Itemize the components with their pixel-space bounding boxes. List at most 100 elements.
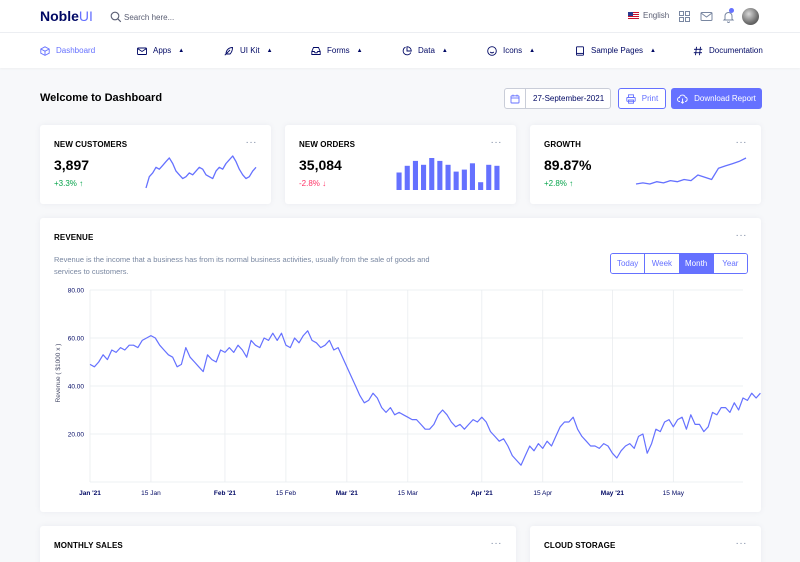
- x-tick-label: Jan '21: [79, 490, 101, 497]
- box-icon: [40, 45, 50, 56]
- nav-documentation[interactable]: Documentation: [693, 33, 763, 68]
- stat-title: NEW ORDERS: [299, 140, 356, 149]
- stat-change-value: +2.8%: [544, 179, 567, 188]
- orders-bar-sparkline: [396, 158, 500, 190]
- search-icon: [110, 11, 122, 23]
- stat-change: -2.8% ↓: [299, 179, 326, 188]
- range-week-button[interactable]: Week: [645, 254, 680, 273]
- mail-icon[interactable]: [700, 10, 713, 23]
- stat-value: 3,897: [54, 157, 90, 173]
- revenue-description: Revenue is the income that a business ha…: [54, 255, 430, 276]
- arrow-down-icon: ↓: [322, 179, 327, 188]
- x-tick-label: 15 Feb: [276, 490, 297, 497]
- stat-card-new-orders: NEW ORDERS ··· 35,084 -2.8% ↓: [285, 125, 516, 204]
- calendar-button[interactable]: [505, 89, 526, 108]
- search-input[interactable]: [124, 9, 324, 25]
- date-picker[interactable]: [504, 88, 611, 109]
- more-options-icon[interactable]: ···: [245, 137, 257, 148]
- nav-icons-label: Icons: [503, 46, 523, 55]
- revenue-card: REVENUE ··· Revenue is the income that a…: [40, 218, 761, 512]
- print-button[interactable]: Print: [618, 88, 666, 109]
- stat-value: 35,084: [299, 157, 342, 173]
- nav-data[interactable]: Data ▲: [402, 33, 448, 68]
- download-report-button[interactable]: Download Report: [671, 88, 762, 109]
- nav-ui-kit[interactable]: UI Kit ▲: [224, 33, 273, 68]
- date-input[interactable]: [526, 89, 610, 108]
- revenue-title: REVENUE: [54, 233, 94, 242]
- language-selector[interactable]: English: [628, 11, 669, 20]
- orders-bar: [421, 164, 427, 190]
- time-range-selector[interactable]: Today Week Month Year: [610, 253, 748, 274]
- y-tick-label: 60.00: [68, 336, 85, 343]
- x-tick-label: 15 Apr: [533, 490, 553, 497]
- stat-card-growth: GROWTH ··· 89.87% +2.8% ↑: [530, 125, 761, 204]
- x-tick-label: Mar '21: [336, 490, 359, 497]
- orders-bar: [494, 165, 500, 190]
- topbar: NobleUI English: [0, 0, 800, 33]
- nav-sample-pages[interactable]: Sample Pages ▲: [575, 33, 656, 68]
- nav-dashboard[interactable]: Dashboard: [40, 33, 95, 68]
- language-label: English: [643, 11, 670, 20]
- growth-sparkline: [635, 157, 747, 185]
- y-tick-label: 80.00: [68, 288, 85, 295]
- orders-bar: [486, 164, 492, 190]
- stat-card-new-customers: NEW CUSTOMERS ··· 3,897 +3.3% ↑: [40, 125, 271, 204]
- y-tick-label: 20.00: [68, 432, 85, 439]
- y-axis-label: Revenue ( $1000 x ): [55, 344, 62, 403]
- feather-icon: [224, 46, 233, 56]
- more-options-icon[interactable]: ···: [735, 538, 747, 549]
- stat-change: +3.3% ↑: [54, 179, 83, 188]
- avatar[interactable]: [742, 8, 759, 25]
- mail-icon: [137, 47, 147, 55]
- pie-chart-icon: [402, 45, 412, 55]
- monthly-sales-title: MONTHLY SALES: [54, 541, 123, 550]
- range-today-button[interactable]: Today: [611, 254, 646, 273]
- nav-data-label: Data: [418, 46, 435, 55]
- printer-icon: [626, 93, 636, 104]
- more-options-icon[interactable]: ···: [735, 230, 747, 241]
- orders-bar: [445, 164, 451, 190]
- brand-suffix: UI: [78, 8, 93, 24]
- nav-sample-pages-label: Sample Pages: [591, 46, 644, 55]
- chevron-up-icon: ▲: [650, 47, 656, 54]
- inbox-icon: [311, 46, 321, 55]
- more-options-icon[interactable]: ···: [490, 538, 502, 549]
- nav-apps[interactable]: Apps ▲: [137, 33, 184, 68]
- chevron-up-icon: ▲: [178, 47, 185, 54]
- nav-apps-label: Apps: [153, 46, 172, 55]
- us-flag-icon: [628, 11, 639, 20]
- orders-bar: [429, 158, 435, 190]
- print-label: Print: [641, 94, 659, 103]
- notification-indicator: [729, 8, 734, 13]
- calendar-icon: [510, 94, 520, 103]
- orders-bar: [461, 169, 467, 190]
- nav-icons[interactable]: Icons ▲: [487, 33, 535, 68]
- bell-icon[interactable]: [722, 10, 735, 23]
- range-month-button[interactable]: Month: [679, 254, 714, 273]
- nav-ui-kit-label: UI Kit: [240, 46, 260, 55]
- x-tick-label: Feb '21: [214, 490, 237, 497]
- y-tick-label: 40.00: [68, 384, 85, 391]
- x-tick-label: Apr '21: [471, 490, 493, 497]
- arrow-up-icon: ↑: [79, 179, 84, 188]
- revenue-line-chart: 80.00 60.00 40.00 20.00 Jan '21 15 Jan Feb '21…: [55, 288, 761, 497]
- orders-bar: [404, 165, 410, 190]
- more-options-icon[interactable]: ···: [735, 137, 747, 148]
- stat-change-value: -2.8%: [299, 179, 320, 188]
- main-navbar: Dashboard Apps ▲ UI Kit ▲ Forms ▲ Data ▲ Ico…: [0, 33, 800, 68]
- page-title: Welcome to Dashboard: [40, 92, 163, 104]
- brand-logo[interactable]: NobleUI: [40, 8, 93, 24]
- more-options-icon[interactable]: ···: [490, 137, 502, 148]
- stat-title: GROWTH: [544, 140, 582, 149]
- orders-bar: [437, 160, 443, 190]
- nav-forms[interactable]: Forms ▲: [311, 33, 363, 68]
- orders-bar: [469, 163, 475, 190]
- x-tick-label: 15 May: [663, 490, 685, 497]
- x-tick-label: 15 Jan: [141, 490, 161, 497]
- customers-sparkline-line: [145, 155, 257, 189]
- stat-change: +2.8% ↑: [544, 179, 573, 188]
- customers-sparkline: [145, 155, 257, 189]
- apps-grid-icon[interactable]: [678, 10, 691, 23]
- orders-bar: [396, 172, 402, 190]
- range-year-button[interactable]: Year: [713, 254, 747, 273]
